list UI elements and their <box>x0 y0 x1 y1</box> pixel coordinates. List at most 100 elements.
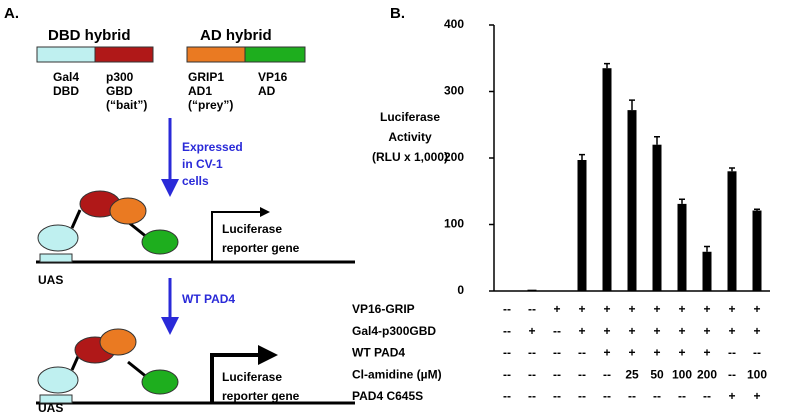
error-bar <box>679 198 685 204</box>
condition-entry: -- <box>503 389 511 403</box>
condition-entry: + <box>703 302 710 316</box>
step-label: in CV-1 <box>182 157 223 171</box>
bar <box>527 289 537 291</box>
segment-label: VP16 <box>258 70 288 84</box>
bar <box>627 110 637 292</box>
segment-label: (“bait”) <box>106 98 147 112</box>
condition-entry: -- <box>753 346 761 360</box>
condition-entry: -- <box>578 367 586 381</box>
segment-label: DBD <box>53 84 79 98</box>
bar <box>652 144 662 291</box>
condition-entry: + <box>678 302 685 316</box>
condition-entry: + <box>628 346 635 360</box>
condition-entry: 25 <box>625 367 639 381</box>
condition-entry: -- <box>728 346 736 360</box>
site-label: UAS <box>38 401 63 415</box>
condition-entry: -- <box>503 367 511 381</box>
condition-entry: + <box>728 324 735 338</box>
condition-entry: 50 <box>650 367 664 381</box>
condition-entry: + <box>628 324 635 338</box>
condition-entry: 100 <box>672 367 692 381</box>
bar <box>752 210 762 291</box>
y-tick-label: 400 <box>444 17 464 31</box>
condition-entry: -- <box>703 389 711 403</box>
condition-entry: + <box>578 302 585 316</box>
bar <box>602 68 612 291</box>
condition-entry: + <box>753 324 760 338</box>
hybrid-title: AD hybrid <box>200 27 272 44</box>
step-label: Expressed <box>182 140 243 154</box>
condition-label: Gal4-p300GBD <box>352 324 436 338</box>
condition-entry: + <box>653 302 660 316</box>
segment-label: GRIP1 <box>188 70 224 84</box>
condition-label: PAD4 C645S <box>352 389 423 403</box>
condition-entry: + <box>653 324 660 338</box>
condition-entry: + <box>528 324 535 338</box>
complex <box>36 190 355 264</box>
bar <box>577 159 587 291</box>
reporter-label: Luciferase <box>222 370 282 384</box>
y-tick-label: 300 <box>444 84 464 98</box>
condition-entry: -- <box>503 324 511 338</box>
reporter-label: reporter gene <box>222 241 300 255</box>
reporter-label: reporter gene <box>222 389 300 403</box>
segment-label: AD <box>258 84 276 98</box>
condition-label: WT PAD4 <box>352 346 405 360</box>
segment <box>244 46 306 63</box>
hybrid-title: DBD hybrid <box>48 27 131 44</box>
site-label: UAS <box>38 273 63 287</box>
condition-label: VP16-GRIP <box>352 302 415 316</box>
condition-entry: + <box>728 389 735 403</box>
error-bar <box>579 153 585 160</box>
condition-entry: + <box>628 302 635 316</box>
condition-entry: -- <box>603 389 611 403</box>
complex <box>36 328 355 405</box>
condition-entry: -- <box>553 324 561 338</box>
condition-entry: + <box>703 346 710 360</box>
bar <box>702 251 712 291</box>
condition-entry: 200 <box>697 367 717 381</box>
condition-entry: -- <box>578 389 586 403</box>
segment-label: GBD <box>106 84 133 98</box>
condition-entry: + <box>728 302 735 316</box>
segment <box>36 46 96 63</box>
reporter-label: Luciferase <box>222 222 282 236</box>
step-label: WT PAD4 <box>182 292 235 306</box>
y-tick-label: 0 <box>457 283 464 297</box>
condition-entry: + <box>553 302 560 316</box>
condition-entry: + <box>603 324 610 338</box>
error-bar <box>654 135 660 145</box>
step-label: cells <box>182 174 209 188</box>
error-bar <box>754 208 760 211</box>
condition-entry: + <box>753 389 760 403</box>
condition-entry: + <box>653 346 660 360</box>
error-bar <box>729 167 735 172</box>
error-bar <box>629 99 635 111</box>
condition-entry: -- <box>603 367 611 381</box>
condition-entry: -- <box>553 346 561 360</box>
condition-entry: + <box>678 346 685 360</box>
condition-entry: -- <box>678 389 686 403</box>
condition-entry: + <box>603 346 610 360</box>
error-bar <box>704 245 710 252</box>
condition-entry: + <box>603 302 610 316</box>
condition-entry: + <box>703 324 710 338</box>
segment-label: p300 <box>106 70 134 84</box>
panel-label: B. <box>390 5 405 22</box>
condition-entry: -- <box>528 302 536 316</box>
condition-entry: -- <box>728 367 736 381</box>
segment-label: Gal4 <box>53 70 79 84</box>
condition-entry: -- <box>553 367 561 381</box>
y-axis-label: Luciferase <box>380 110 440 124</box>
y-axis-label: Activity <box>388 130 432 144</box>
condition-entry: -- <box>528 346 536 360</box>
condition-entry: -- <box>503 302 511 316</box>
condition-entry: -- <box>628 389 636 403</box>
segment <box>186 46 246 63</box>
y-tick-label: 100 <box>444 217 464 231</box>
condition-label: Cl-amidine (µM) <box>352 367 442 381</box>
condition-entry: + <box>753 302 760 316</box>
condition-entry: -- <box>553 389 561 403</box>
panel-label: A. <box>4 5 19 22</box>
